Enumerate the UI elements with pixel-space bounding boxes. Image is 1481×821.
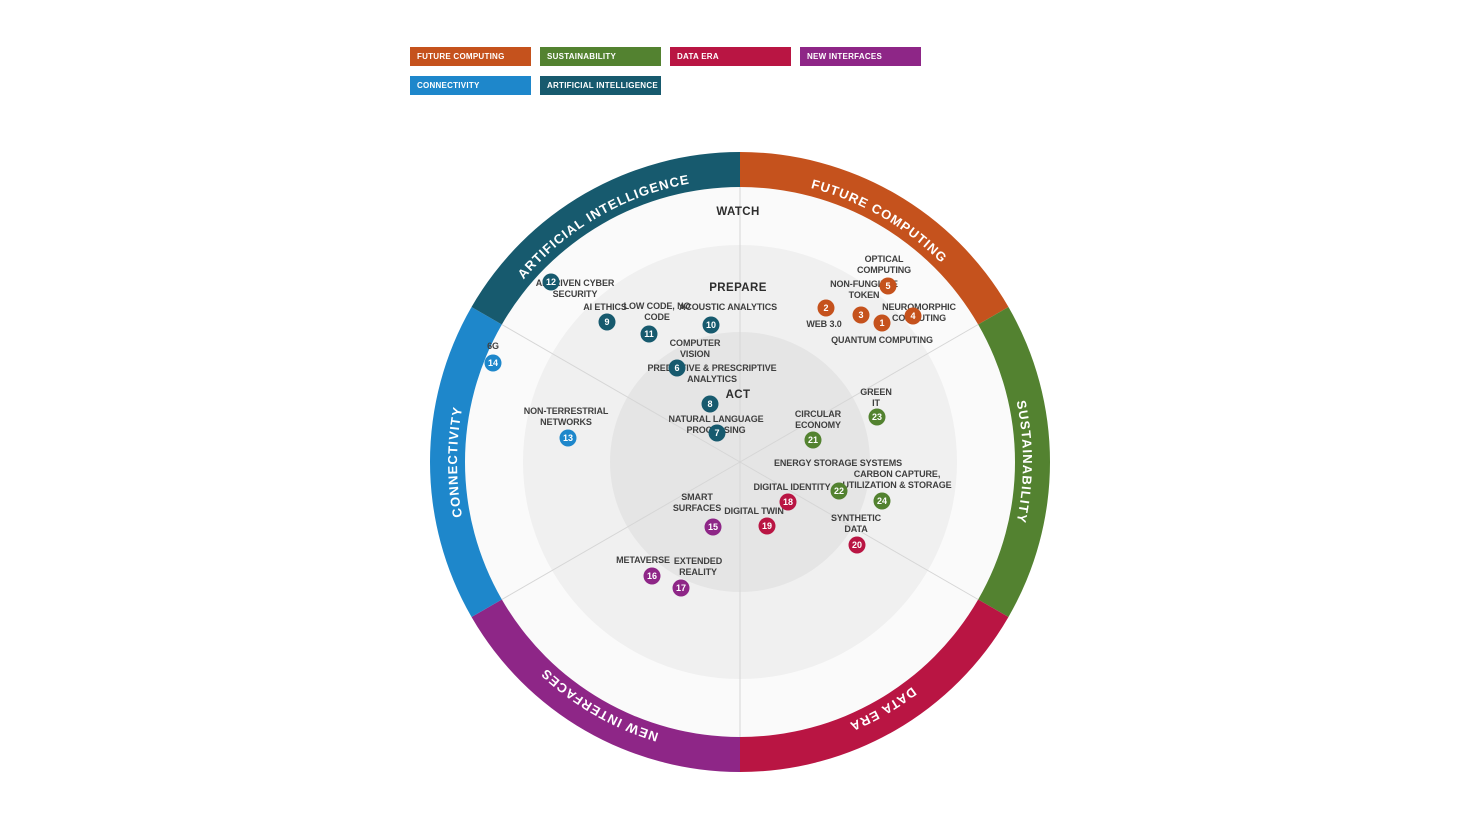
item-21-label: CIRCULAR ECONOMY	[795, 409, 842, 430]
legend-chip-label: SUSTAINABILITY	[547, 52, 617, 61]
item-8-label: PREDICTIVE & PRESCRIPTIVE ANALYTICS	[647, 363, 776, 384]
band-segment-future-computing[interactable]	[740, 152, 1009, 325]
svg-text:18: 18	[783, 497, 793, 507]
svg-text:23: 23	[872, 412, 882, 422]
item-1-dot[interactable]: 1	[873, 314, 891, 332]
svg-text:14: 14	[488, 358, 498, 368]
item-12-dot[interactable]: 12	[542, 273, 560, 291]
item-13-dot[interactable]: 13	[559, 429, 577, 447]
item-10-dot[interactable]: 10	[702, 316, 720, 334]
svg-text:8: 8	[707, 399, 712, 409]
legend-chip-future-computing[interactable]: FUTURE COMPUTING	[410, 47, 531, 66]
item-15-dot[interactable]: 15	[704, 518, 722, 536]
item-17-dot[interactable]: 17	[672, 579, 690, 597]
band-segment-connectivity[interactable]	[430, 307, 502, 617]
item-9-label: AI ETHICS	[583, 302, 627, 312]
item-9-dot[interactable]: 9	[598, 313, 616, 331]
legend-chip-label: NEW INTERFACES	[807, 52, 883, 61]
ring-label-act: ACT	[726, 389, 751, 401]
svg-text:13: 13	[563, 433, 573, 443]
svg-text:9: 9	[604, 317, 609, 327]
band-label-connectivity: CONNECTIVITY	[445, 405, 465, 519]
item-11-dot[interactable]: 11	[640, 325, 658, 343]
item-6-dot[interactable]: 6	[668, 359, 686, 377]
band-segment-artificial-intelligence[interactable]	[471, 152, 740, 325]
svg-text:2: 2	[823, 303, 828, 313]
ring-label-watch: WATCH	[716, 206, 759, 218]
svg-text:24: 24	[877, 496, 887, 506]
item-23-dot[interactable]: 23	[868, 408, 886, 426]
item-3-dot[interactable]: 3	[852, 306, 870, 324]
legend-chip-artificial-intelligence[interactable]: ARTIFICIAL INTELLIGENCE	[540, 76, 661, 95]
item-22-dot[interactable]: 22	[830, 482, 848, 500]
item-10-label: ACOUSTIC ANALYTICS	[679, 302, 777, 312]
item-19-label: DIGITAL TWIN	[724, 506, 783, 516]
item-11-label: LOW CODE, NO CODE	[624, 301, 691, 322]
legend-chip-label: DATA ERA	[677, 52, 719, 61]
svg-text:15: 15	[708, 522, 718, 532]
item-23-label: GREEN IT	[860, 387, 892, 408]
legend-chip-sustainability[interactable]: SUSTAINABILITY	[540, 47, 661, 66]
svg-text:21: 21	[808, 435, 818, 445]
svg-text:17: 17	[676, 583, 686, 593]
item-13-label: NON-TERRESTRIAL NETWORKS	[524, 406, 609, 427]
item-21-dot[interactable]: 21	[804, 431, 822, 449]
item-2-label: WEB 3.0	[806, 319, 841, 329]
svg-text:10: 10	[706, 320, 716, 330]
svg-text:3: 3	[858, 310, 863, 320]
segment-divider	[739, 461, 979, 600]
band-segment-sustainability[interactable]	[978, 307, 1050, 617]
item-16-label: METAVERSE	[616, 555, 670, 565]
item-12-label: AI-DRIVEN CYBER SECURITY	[536, 278, 615, 299]
item-15-label: SMART SURFACES	[673, 492, 721, 513]
item-20-label: SYNTHETIC DATA	[831, 513, 882, 534]
svg-text:4: 4	[910, 311, 915, 321]
legend-chip-connectivity[interactable]: CONNECTIVITY	[410, 76, 531, 95]
band-segment-data-era[interactable]	[740, 599, 1009, 773]
svg-text:7: 7	[714, 428, 719, 438]
segment-divider	[501, 324, 741, 463]
item-19-dot[interactable]: 19	[758, 517, 776, 535]
item-20-dot[interactable]: 20	[848, 536, 866, 554]
item-16-dot[interactable]: 16	[643, 567, 661, 585]
svg-text:1: 1	[879, 318, 884, 328]
item-5-dot[interactable]: 5	[879, 277, 897, 295]
item-14-dot[interactable]: 14	[484, 354, 502, 372]
item-6-label: COMPUTER VISION	[670, 338, 721, 359]
item-1-label: QUANTUM COMPUTING	[831, 335, 933, 345]
segment-divider	[739, 324, 979, 463]
legend-chip-label: FUTURE COMPUTING	[417, 52, 505, 61]
svg-text:19: 19	[762, 521, 772, 531]
item-24-dot[interactable]: 24	[873, 492, 891, 510]
svg-text:6: 6	[674, 363, 679, 373]
item-14-label: 6G	[487, 341, 499, 351]
legend-chip-data-era[interactable]: DATA ERA	[670, 47, 791, 66]
item-5-label: OPTICAL COMPUTING	[857, 254, 911, 275]
item-17-label: EXTENDED REALITY	[674, 556, 723, 577]
band-label-sustainability: SUSTAINABILITY	[1014, 399, 1035, 525]
item-7-dot[interactable]: 7	[708, 424, 726, 442]
item-8-dot[interactable]: 8	[701, 395, 719, 413]
svg-text:12: 12	[546, 277, 556, 287]
segment-divider	[501, 461, 741, 600]
item-3-label: NON-FUNGIBLE TOKEN	[830, 279, 898, 300]
band-segment-new-interfaces[interactable]	[471, 599, 740, 773]
svg-text:5: 5	[885, 281, 890, 291]
item-4-dot[interactable]: 4	[904, 307, 922, 325]
item-18-dot[interactable]: 18	[779, 493, 797, 511]
svg-text:22: 22	[834, 486, 844, 496]
legend-chip-new-interfaces[interactable]: NEW INTERFACES	[800, 47, 921, 66]
legend-chip-label: CONNECTIVITY	[417, 81, 480, 90]
item-2-dot[interactable]: 2	[817, 299, 835, 317]
ring-label-prepare: PREPARE	[709, 282, 767, 294]
item-22-label: ENERGY STORAGE SYSTEMS	[774, 458, 902, 468]
item-24-label: CARBON CAPTURE, UTILIZATION & STORAGE	[842, 469, 951, 490]
item-18-label: DIGITAL IDENTITY	[753, 482, 830, 492]
svg-text:16: 16	[647, 571, 657, 581]
legend-chip-label: ARTIFICIAL INTELLIGENCE	[547, 81, 658, 90]
svg-text:11: 11	[644, 329, 654, 339]
svg-text:20: 20	[852, 540, 862, 550]
